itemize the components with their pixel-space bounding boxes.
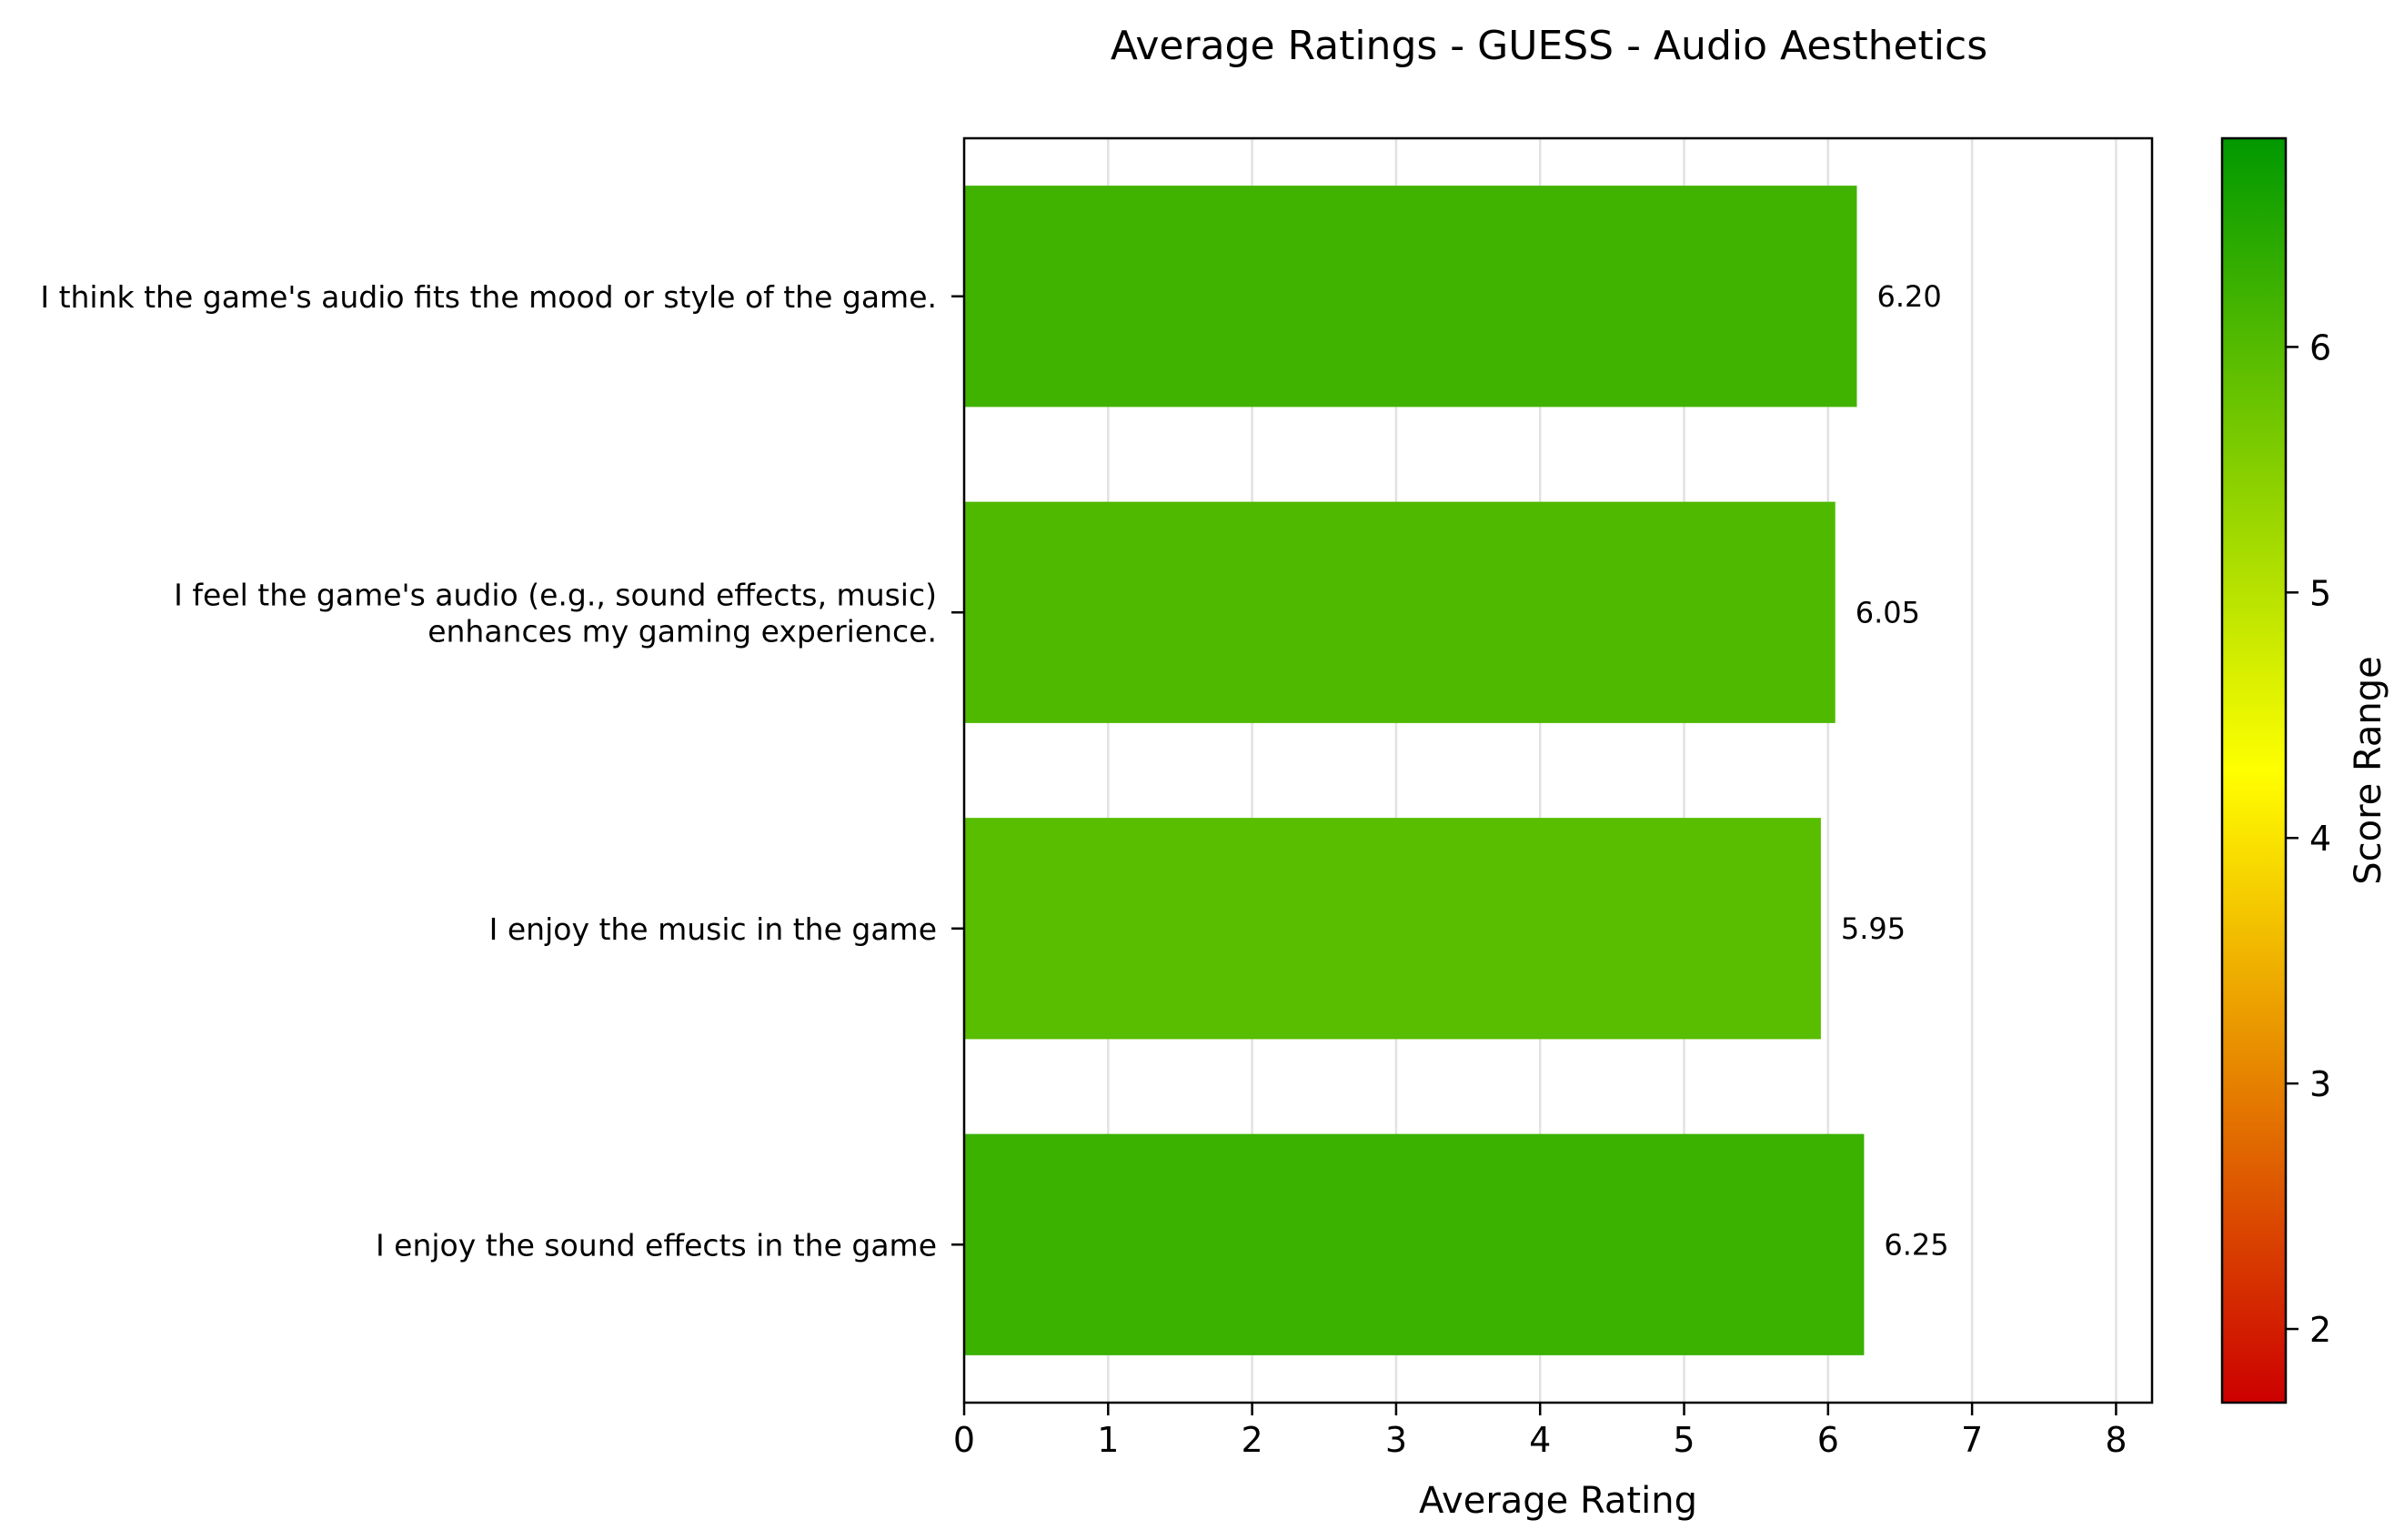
- colorbar-tick-label: 3: [2309, 1064, 2331, 1104]
- colorbar-tick-label: 6: [2309, 327, 2331, 367]
- bars: [964, 186, 1865, 1355]
- chart-title: Average Ratings - GUESS - Audio Aestheti…: [1111, 23, 1987, 69]
- x-tick-label: 2: [1242, 1420, 1263, 1460]
- category-label: I enjoy the sound effects in the game: [376, 1227, 937, 1263]
- x-axis: 0 1 2 3 4 5 6 7 8: [953, 1403, 2127, 1460]
- x-tick-label: 8: [2105, 1420, 2127, 1460]
- x-tick-label: 7: [1961, 1420, 1983, 1460]
- bar-value-label: 6.25: [1884, 1227, 1948, 1262]
- colorbar-gradient: [2220, 136, 2288, 1404]
- colorbar: 2 3 4 5 6 Score Range: [2220, 136, 2389, 1404]
- x-axis-label: Average Rating: [1419, 1480, 1697, 1522]
- bar: [964, 186, 1857, 408]
- x-tick-label: 5: [1673, 1420, 1695, 1460]
- bar-value-label: 6.20: [1876, 279, 1941, 314]
- x-tick-label: 6: [1817, 1420, 1839, 1460]
- x-tick-label: 4: [1529, 1420, 1551, 1460]
- x-tick-label: 0: [953, 1420, 975, 1460]
- y-axis: I think the game's audio fits the mood o…: [40, 279, 964, 1263]
- colorbar-label: Score Range: [2348, 656, 2389, 885]
- bar: [964, 1133, 1865, 1355]
- colorbar-tick-label: 5: [2309, 573, 2331, 613]
- bar-value-label: 6.05: [1856, 595, 1920, 629]
- plot-frame: [962, 136, 2154, 1404]
- bar: [964, 501, 1836, 723]
- category-label: enhances my gaming experience.: [427, 613, 937, 649]
- bar-value-label: 5.95: [1841, 911, 1906, 946]
- colorbar-tick-label: 4: [2309, 819, 2331, 859]
- colorbar-tick-label: 2: [2309, 1310, 2331, 1350]
- x-tick-label: 1: [1097, 1420, 1119, 1460]
- category-label: I feel the game's audio (e.g., sound eff…: [174, 577, 937, 612]
- bar: [964, 818, 1821, 1040]
- colorbar-ticks: 2 3 4 5 6: [2286, 327, 2331, 1350]
- value-labels: 6.20 6.05 5.95 6.25: [1841, 279, 1949, 1263]
- category-label: I think the game's audio fits the mood o…: [40, 279, 937, 315]
- x-tick-label: 3: [1385, 1420, 1407, 1460]
- category-label: I enjoy the music in the game: [489, 911, 937, 947]
